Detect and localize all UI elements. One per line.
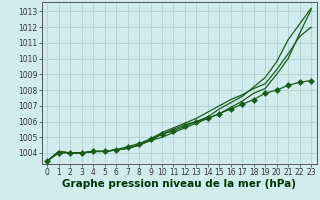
X-axis label: Graphe pression niveau de la mer (hPa): Graphe pression niveau de la mer (hPa) (62, 179, 296, 189)
